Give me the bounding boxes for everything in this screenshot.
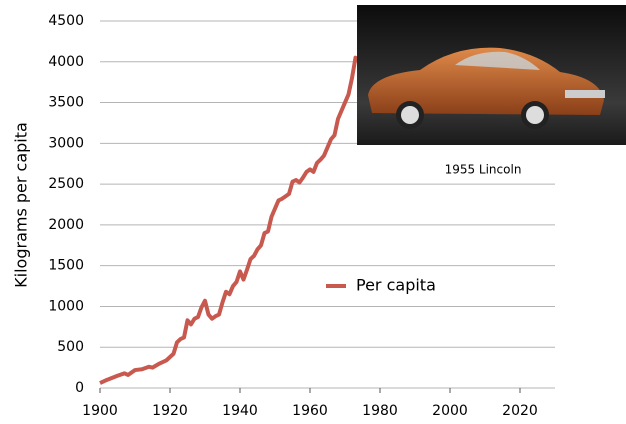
y-tick-label: 1000 (48, 298, 84, 314)
y-tick-label: 1500 (48, 258, 84, 274)
y-tick-label: 3000 (48, 135, 84, 151)
y-tick-label: 2000 (48, 217, 84, 233)
y-tick-label: 3500 (48, 95, 84, 111)
data-line (99, 55, 484, 385)
plot-area: 0 500 1000 1500 2000 2500 3000 3500 4000 4500 1900… (48, 13, 555, 419)
x-tick-label: 1940 (222, 403, 258, 419)
y-tick-label: 2500 (48, 176, 84, 192)
legend-label: Per capita (356, 276, 436, 295)
y-tick-label: 4000 (48, 54, 84, 70)
x-tick-label: 1980 (362, 403, 398, 419)
y-tick-label: 500 (57, 339, 84, 355)
car-photo (357, 5, 626, 145)
y-tick-label: 4500 (48, 13, 84, 29)
x-tick-label: 1960 (292, 403, 328, 419)
x-tick-label: 2020 (502, 403, 538, 419)
y-axis-label: Kilograms per capita (12, 122, 31, 288)
y-tick-label: 0 (75, 380, 84, 396)
x-tick-label: 1900 (82, 403, 118, 419)
image-caption: 1955 Lincoln (445, 163, 522, 177)
x-tick-label: 1920 (152, 403, 188, 419)
x-tick-label: 2000 (432, 403, 468, 419)
